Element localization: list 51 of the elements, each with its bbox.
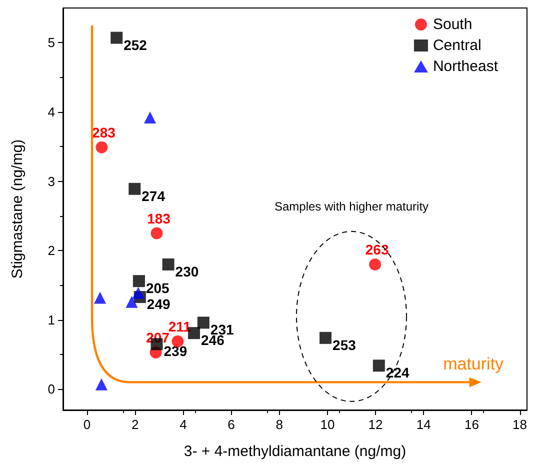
point [132, 275, 145, 288]
annotation: 230 [175, 263, 199, 280]
x-tick-label: 12 [368, 417, 383, 432]
point [162, 258, 174, 270]
annotation: 239 [164, 343, 188, 360]
annotation: Samples with higher maturity [274, 199, 429, 214]
y-axis-title: Stigmastane (ng/mg) [9, 139, 26, 279]
point [150, 227, 163, 240]
point [144, 112, 156, 124]
y-tick-label: 0 [48, 382, 55, 397]
x-tick-label: 16 [464, 417, 479, 432]
point [128, 182, 141, 195]
x-tick-label: 2 [132, 417, 139, 432]
point [197, 316, 210, 329]
annotation: 274 [142, 188, 166, 204]
legend-label: Central [432, 37, 482, 54]
annotation: 252 [124, 36, 148, 53]
annotation: maturity [443, 354, 504, 374]
point [320, 332, 332, 344]
point [110, 32, 123, 44]
point [96, 141, 108, 154]
annotation: 283 [92, 124, 116, 140]
point [372, 360, 385, 372]
y-tick-label: 2 [48, 243, 55, 258]
point [132, 286, 144, 299]
x-tick-label: 14 [416, 417, 431, 432]
x-axis-title: 3- + 4-methyldiamantane (ng/mg) [184, 443, 406, 460]
x-tick-label: 8 [276, 417, 283, 432]
point [126, 296, 138, 308]
x-tick-label: 10 [320, 417, 335, 432]
x-tick-label: 0 [83, 417, 91, 432]
annotation: 253 [332, 336, 356, 353]
y-tick-label: 5 [48, 35, 55, 50]
point [95, 378, 108, 390]
annotation: 263 [365, 241, 389, 258]
legend-label: South [432, 16, 472, 33]
x-tick-label: 4 [180, 417, 187, 432]
y-tick-label: 1 [48, 312, 55, 328]
annotation: 249 [146, 296, 171, 312]
x-tick-label: 6 [228, 417, 235, 432]
annotation: 211 [168, 318, 192, 334]
x-tick-label: 18 [512, 417, 528, 432]
point [369, 258, 382, 270]
annotation: 183 [147, 210, 171, 226]
y-tick-label: 4 [48, 104, 55, 120]
annotation: 224 [386, 364, 410, 381]
annotation: 205 [146, 280, 170, 296]
point [94, 292, 106, 304]
legend-label: Northeast [432, 58, 499, 75]
y-tick-label: 3 [48, 174, 55, 189]
annotation: 207 [146, 329, 170, 346]
